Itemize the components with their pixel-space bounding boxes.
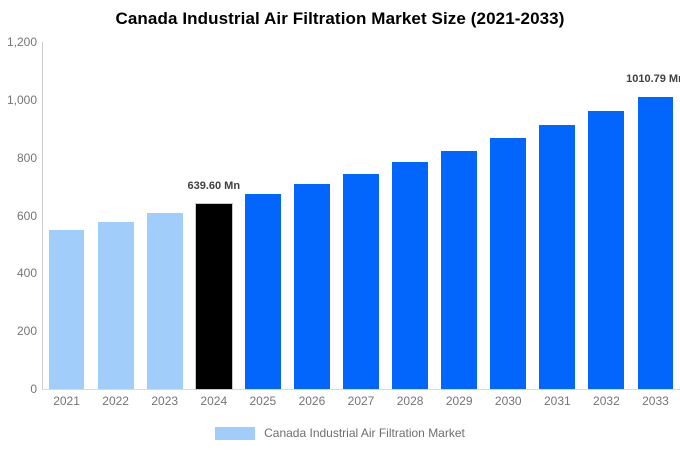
bar-slot-2031 — [533, 42, 582, 389]
legend-label: Canada Industrial Air Filtration Market — [264, 426, 465, 440]
bar-2027[interactable] — [343, 173, 379, 389]
x-axis-line — [42, 389, 680, 390]
chart-title: Canada Industrial Air Filtration Market … — [115, 9, 565, 28]
x-tick-2029: 2029 — [445, 394, 473, 408]
data-label-2033: 1010.79 Mn — [626, 72, 680, 85]
bar-2030[interactable] — [490, 138, 527, 389]
y-tick-200: 200 — [16, 324, 37, 339]
bar-2029[interactable] — [441, 150, 478, 389]
bar-2025[interactable] — [244, 194, 281, 389]
y-tick-1,200: 1,200 — [6, 35, 37, 49]
bar-2026[interactable] — [294, 184, 330, 389]
bar-slot-2032 — [582, 42, 631, 389]
bar-slot-2026 — [287, 42, 336, 389]
x-tick-2022: 2022 — [102, 394, 129, 408]
x-tick-2031: 2031 — [543, 394, 571, 408]
y-axis-labels: 0 200 400 600 800 1,000 1,200 — [0, 36, 37, 395]
bar-2031[interactable] — [539, 125, 576, 389]
x-tick-2030: 2030 — [494, 394, 522, 408]
bar-2028[interactable] — [392, 162, 428, 389]
bar-2032[interactable] — [588, 111, 625, 389]
bar-2021[interactable] — [48, 230, 85, 389]
y-tick-1,000: 1,000 — [6, 92, 37, 107]
bar-slot-2033 — [631, 42, 680, 389]
bars: 639.60 Mn 1010.79 Mn — [42, 42, 680, 389]
bar-2022[interactable] — [97, 221, 134, 389]
bar-slot-2027 — [336, 42, 385, 389]
bar-slot-2030 — [484, 42, 533, 389]
x-tick-2027: 2027 — [347, 394, 375, 408]
bar-slot-2022 — [91, 42, 140, 389]
bar-slot-2029 — [435, 42, 484, 389]
x-axis-labels: 2021 2022 2023 2024 2025 2026 2027 2028 2029 2030… — [42, 394, 680, 409]
bar-slot-2028 — [386, 42, 435, 389]
y-tick-600: 600 — [16, 208, 37, 223]
bar-slot-2021 — [42, 42, 91, 389]
legend[interactable]: Canada Industrial Air Filtration Market — [0, 426, 680, 440]
bar-2023[interactable] — [146, 213, 183, 389]
bar-slot-2023 — [140, 42, 189, 389]
x-tick-2023: 2023 — [151, 394, 179, 408]
y-tick-0: 0 — [30, 382, 37, 396]
x-tick-2026: 2026 — [298, 394, 326, 408]
x-tick-2025: 2025 — [249, 394, 277, 408]
x-tick-2021: 2021 — [53, 394, 80, 408]
data-label-2024: 639.60 Mn — [187, 180, 241, 193]
bar-slot-2024 — [189, 42, 238, 389]
x-tick-2024: 2024 — [200, 394, 228, 408]
y-axis-line — [42, 42, 43, 389]
legend-swatch — [215, 426, 256, 440]
x-tick-2033: 2033 — [642, 394, 669, 408]
bar-2024[interactable] — [195, 204, 232, 389]
bar-slot-2025 — [238, 42, 287, 389]
x-tick-2032: 2032 — [593, 394, 620, 408]
y-tick-400: 400 — [16, 266, 37, 281]
x-tick-2028: 2028 — [396, 394, 424, 408]
bar-2033[interactable] — [637, 96, 674, 389]
y-tick-800: 800 — [16, 150, 37, 165]
